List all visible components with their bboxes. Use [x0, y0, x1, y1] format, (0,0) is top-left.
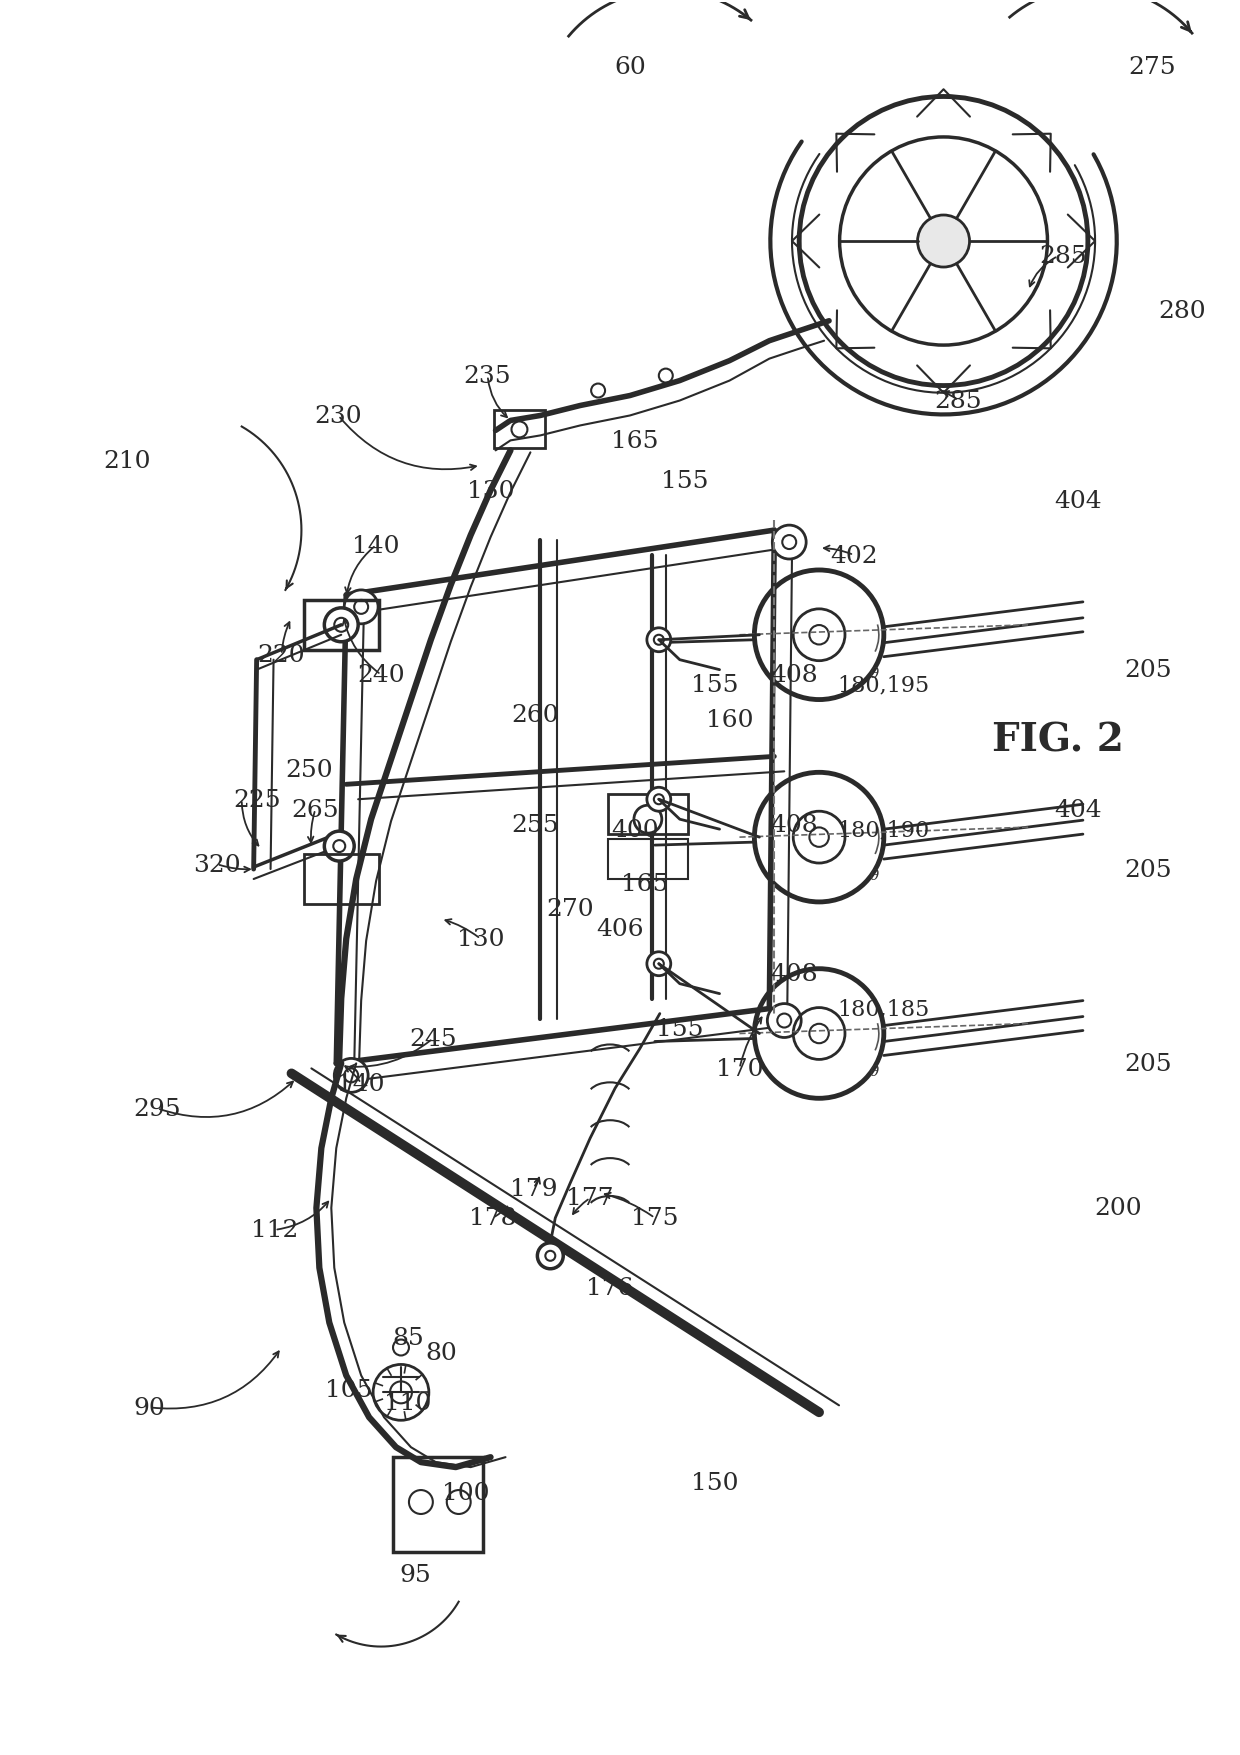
Text: θ: θ	[869, 1065, 878, 1079]
Text: 260: 260	[512, 704, 559, 727]
Text: 230: 230	[315, 405, 362, 428]
Text: 80: 80	[425, 1341, 456, 1364]
Text: 179: 179	[510, 1178, 557, 1200]
Bar	[608, 795, 688, 835]
Text: 100: 100	[441, 1481, 490, 1504]
Text: 250: 250	[285, 758, 334, 781]
Text: 265: 265	[291, 799, 340, 821]
Circle shape	[325, 609, 358, 642]
Text: 400: 400	[611, 818, 658, 841]
Text: 165: 165	[621, 872, 668, 897]
Text: 320: 320	[193, 853, 241, 876]
Circle shape	[325, 832, 355, 862]
Text: 155: 155	[691, 674, 738, 697]
Text: 255: 255	[512, 813, 559, 835]
Text: θ: θ	[869, 667, 878, 681]
Bar	[305, 855, 379, 904]
Text: 175: 175	[631, 1207, 678, 1230]
Circle shape	[768, 1004, 801, 1037]
Text: 105: 105	[325, 1378, 373, 1400]
Text: 180,190: 180,190	[838, 818, 930, 841]
Circle shape	[335, 1058, 368, 1093]
Text: 180,195: 180,195	[838, 674, 930, 697]
Text: 210: 210	[103, 449, 151, 472]
Text: 280: 280	[1158, 300, 1207, 323]
Text: 270: 270	[547, 899, 594, 921]
Text: 160: 160	[706, 709, 753, 732]
Text: 275: 275	[1128, 56, 1177, 79]
Text: 165: 165	[611, 430, 658, 453]
Bar	[305, 600, 379, 651]
Text: 225: 225	[233, 788, 280, 811]
Text: 155: 155	[656, 1018, 703, 1041]
Text: 200: 200	[1094, 1197, 1142, 1220]
Text: 140: 140	[337, 1072, 384, 1095]
Circle shape	[634, 806, 662, 834]
Text: 402: 402	[830, 544, 878, 567]
Text: 180,185: 180,185	[838, 999, 930, 1020]
Text: 408: 408	[770, 663, 818, 686]
Text: 110: 110	[384, 1392, 432, 1415]
Text: 95: 95	[399, 1564, 430, 1587]
Text: 90: 90	[133, 1395, 165, 1420]
Text: 245: 245	[409, 1027, 456, 1051]
Text: 404: 404	[1054, 799, 1102, 821]
Text: 130: 130	[466, 479, 515, 502]
Bar	[393, 1457, 482, 1551]
Text: 85: 85	[392, 1327, 424, 1350]
Text: 406: 406	[596, 918, 644, 941]
Bar	[608, 839, 688, 879]
Text: 140: 140	[352, 534, 399, 558]
Text: 404: 404	[1054, 490, 1102, 512]
Text: 408: 408	[770, 813, 818, 835]
Text: 205: 205	[1123, 858, 1172, 881]
Circle shape	[647, 628, 671, 653]
Text: 170: 170	[715, 1057, 763, 1081]
Text: 176: 176	[587, 1276, 634, 1299]
Text: 205: 205	[1123, 658, 1172, 681]
Text: 235: 235	[464, 365, 511, 388]
Text: 60: 60	[614, 56, 646, 79]
Text: 130: 130	[456, 928, 505, 951]
Text: 150: 150	[691, 1471, 738, 1494]
Circle shape	[647, 788, 671, 813]
Text: 205: 205	[1123, 1053, 1172, 1076]
Circle shape	[537, 1243, 563, 1269]
Circle shape	[647, 953, 671, 976]
Text: FIG. 2: FIG. 2	[992, 721, 1123, 758]
Text: 240: 240	[357, 663, 405, 686]
Bar	[494, 411, 546, 449]
Text: θ: θ	[869, 869, 878, 883]
Circle shape	[345, 591, 378, 625]
Text: 408: 408	[770, 963, 818, 986]
Text: 155: 155	[661, 470, 708, 493]
Text: 220: 220	[258, 644, 305, 667]
Text: 112: 112	[250, 1218, 299, 1243]
Circle shape	[773, 526, 806, 560]
Text: 178: 178	[469, 1207, 516, 1230]
Circle shape	[918, 216, 970, 269]
Text: 295: 295	[133, 1097, 181, 1120]
Text: 285: 285	[1039, 246, 1086, 269]
Text: 177: 177	[567, 1186, 614, 1209]
Text: 285: 285	[935, 390, 982, 412]
